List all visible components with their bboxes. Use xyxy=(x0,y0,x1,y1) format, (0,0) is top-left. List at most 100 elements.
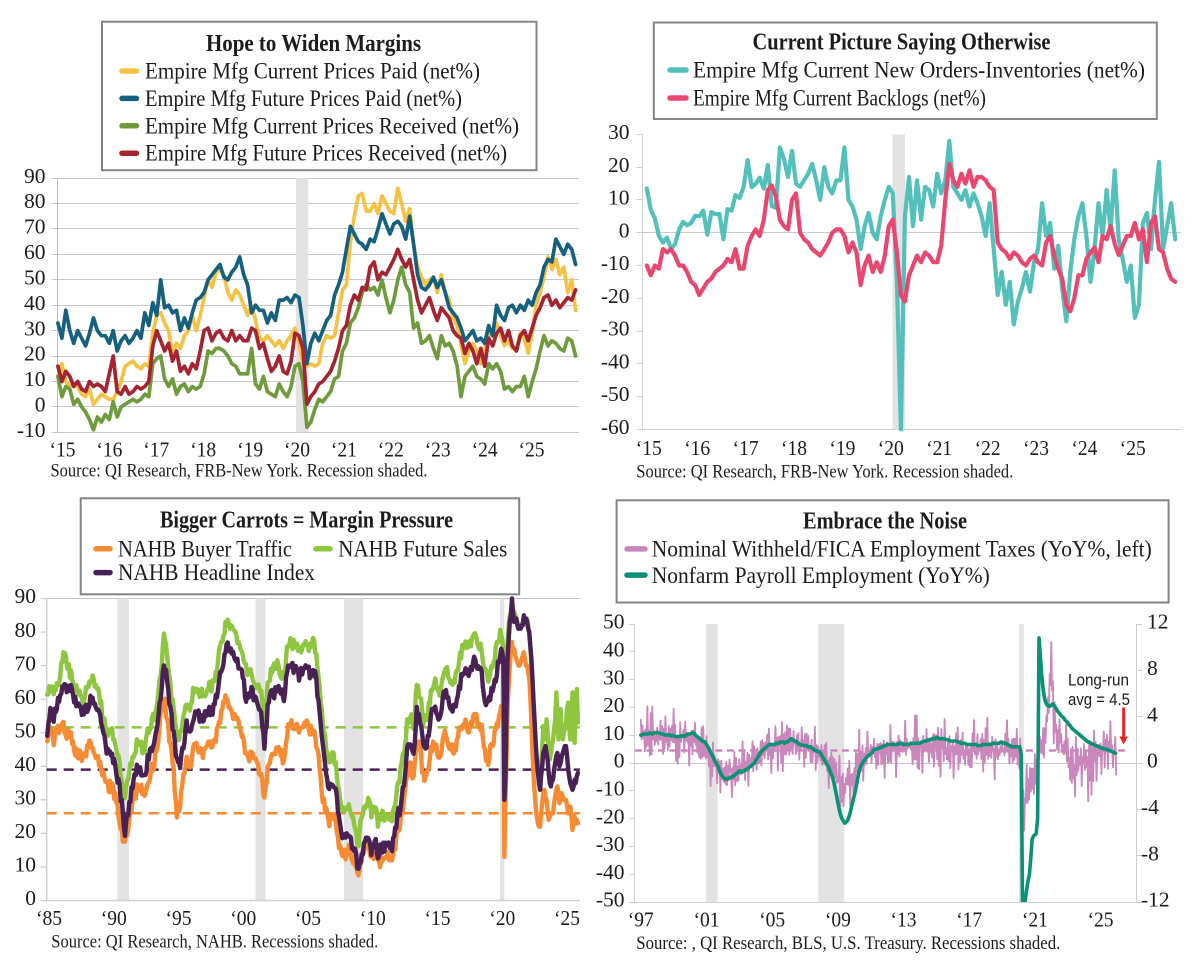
svg-text:‘16: ‘16 xyxy=(684,436,710,460)
svg-text:70: 70 xyxy=(24,215,46,239)
svg-text:‘21: ‘21 xyxy=(1022,907,1048,931)
svg-text:Current Picture Saying Otherwi: Current Picture Saying Otherwise xyxy=(753,30,1051,56)
svg-text:50: 50 xyxy=(603,610,625,634)
svg-text:30: 30 xyxy=(608,120,630,144)
svg-text:Nominal Withheld/FICA Employme: Nominal Withheld/FICA Employment Taxes (… xyxy=(652,537,1152,562)
svg-text:4: 4 xyxy=(1147,702,1158,726)
svg-text:‘97: ‘97 xyxy=(628,907,654,931)
svg-text:10: 10 xyxy=(15,853,37,877)
svg-text:‘20: ‘20 xyxy=(878,436,904,460)
svg-text:‘21: ‘21 xyxy=(926,436,952,460)
svg-text:0: 0 xyxy=(614,749,625,773)
svg-text:40: 40 xyxy=(24,291,46,315)
svg-text:Empire Mfg Current Prices Paid: Empire Mfg Current Prices Paid (net%) xyxy=(145,59,480,84)
svg-text:30: 30 xyxy=(24,316,46,340)
svg-text:-20: -20 xyxy=(596,804,625,828)
svg-text:‘18: ‘18 xyxy=(190,437,216,461)
svg-text:‘05: ‘05 xyxy=(759,907,785,931)
svg-text:‘23: ‘23 xyxy=(1023,436,1049,460)
svg-text:Empire Mfg Current New Orders-: Empire Mfg Current New Orders-Inventorie… xyxy=(693,58,1145,83)
svg-text:0: 0 xyxy=(35,393,46,417)
svg-text:10: 10 xyxy=(603,721,625,745)
svg-text:70: 70 xyxy=(15,651,37,675)
svg-text:-20: -20 xyxy=(601,284,630,308)
svg-text:‘25: ‘25 xyxy=(1088,907,1114,931)
svg-text:‘16: ‘16 xyxy=(96,437,122,461)
svg-text:‘09: ‘09 xyxy=(825,907,851,931)
svg-text:10: 10 xyxy=(24,367,46,391)
svg-text:Empire Mfg Future Prices Recei: Empire Mfg Future Prices Received (net%) xyxy=(145,141,507,166)
svg-text:40: 40 xyxy=(15,752,37,776)
svg-text:-8: -8 xyxy=(1141,841,1159,865)
svg-text:Empire Mfg Current Backlogs (n: Empire Mfg Current Backlogs (net%) xyxy=(693,86,986,111)
svg-text:‘20: ‘20 xyxy=(284,437,310,461)
svg-text:-60: -60 xyxy=(601,415,630,439)
svg-text:‘17: ‘17 xyxy=(733,436,759,460)
svg-text:20: 20 xyxy=(603,693,625,717)
svg-text:‘21: ‘21 xyxy=(331,437,357,461)
svg-text:8: 8 xyxy=(1147,656,1158,680)
svg-text:‘25: ‘25 xyxy=(554,906,580,930)
svg-text:‘15: ‘15 xyxy=(425,906,451,930)
svg-text:20: 20 xyxy=(15,819,37,843)
svg-text:‘00: ‘00 xyxy=(230,906,256,930)
svg-text:-4: -4 xyxy=(1141,795,1159,819)
svg-text:50: 50 xyxy=(15,718,37,742)
svg-text:NAHB Future Sales: NAHB Future Sales xyxy=(338,536,507,561)
svg-text:‘24: ‘24 xyxy=(1071,436,1097,460)
svg-text:Hope to Widen Margins: Hope to Widen Margins xyxy=(206,31,421,57)
svg-text:‘18: ‘18 xyxy=(781,436,807,460)
svg-text:‘10: ‘10 xyxy=(360,906,386,930)
svg-text:60: 60 xyxy=(24,240,46,264)
svg-text:30: 30 xyxy=(15,786,37,810)
svg-text:Source: , QI Research, BLS, U.: Source: , QI Research, BLS, U.S. Treasur… xyxy=(636,933,1060,954)
svg-text:-10: -10 xyxy=(601,251,630,275)
svg-text:0: 0 xyxy=(1147,749,1158,773)
svg-text:Source: QI Research, NAHB. Rec: Source: QI Research, NAHB. Recessions sh… xyxy=(51,932,378,953)
svg-text:-30: -30 xyxy=(596,832,625,856)
svg-text:‘95: ‘95 xyxy=(166,906,192,930)
svg-text:‘22: ‘22 xyxy=(975,436,1001,460)
svg-text:avg = 4.5: avg = 4.5 xyxy=(1068,691,1130,709)
svg-text:20: 20 xyxy=(608,153,630,177)
svg-text:NAHB Buyer Traffic: NAHB Buyer Traffic xyxy=(118,536,292,561)
svg-text:Long-run: Long-run xyxy=(1068,672,1129,690)
svg-text:‘23: ‘23 xyxy=(425,437,451,461)
svg-text:50: 50 xyxy=(24,265,46,289)
svg-text:-12: -12 xyxy=(1141,888,1170,912)
svg-text:-50: -50 xyxy=(601,382,630,406)
svg-text:‘22: ‘22 xyxy=(378,437,404,461)
svg-text:90: 90 xyxy=(24,164,46,188)
svg-text:Source: QI Research, FRB-New Y: Source: QI Research, FRB-New York. Reces… xyxy=(636,462,1013,483)
svg-text:-50: -50 xyxy=(596,888,625,912)
svg-text:Empire Mfg Current Prices Rece: Empire Mfg Current Prices Received (net%… xyxy=(145,113,519,138)
svg-text:‘13: ‘13 xyxy=(891,907,917,931)
svg-text:‘24: ‘24 xyxy=(472,437,498,461)
svg-text:‘85: ‘85 xyxy=(36,906,62,930)
svg-text:12: 12 xyxy=(1147,610,1169,634)
svg-text:‘01: ‘01 xyxy=(693,907,719,931)
svg-text:NAHB Headline Index: NAHB Headline Index xyxy=(118,560,315,585)
svg-text:‘15: ‘15 xyxy=(636,436,662,460)
svg-text:80: 80 xyxy=(24,189,46,213)
svg-text:Bigger Carrots = Margin Pressu: Bigger Carrots = Margin Pressure xyxy=(160,508,453,534)
svg-text:‘15: ‘15 xyxy=(50,437,76,461)
svg-text:‘19: ‘19 xyxy=(237,437,263,461)
svg-text:Source: QI Research, FRB-New Y: Source: QI Research, FRB-New York. Reces… xyxy=(51,460,428,481)
svg-text:-40: -40 xyxy=(601,349,630,373)
svg-text:20: 20 xyxy=(24,342,46,366)
svg-text:‘17: ‘17 xyxy=(143,437,169,461)
svg-text:Nonfarm Payroll Employment (Yo: Nonfarm Payroll Employment (YoY%) xyxy=(652,563,990,588)
svg-text:-10: -10 xyxy=(596,777,625,801)
svg-text:Empire Mfg Future Prices Paid: Empire Mfg Future Prices Paid (net%) xyxy=(145,86,462,111)
svg-text:‘20: ‘20 xyxy=(489,906,515,930)
svg-text:0: 0 xyxy=(25,886,36,910)
svg-text:‘25: ‘25 xyxy=(1120,436,1146,460)
svg-text:-40: -40 xyxy=(596,860,625,884)
svg-text:60: 60 xyxy=(15,685,37,709)
svg-text:Embrace the Noise: Embrace the Noise xyxy=(803,508,967,534)
svg-text:‘19: ‘19 xyxy=(829,436,855,460)
svg-text:30: 30 xyxy=(603,665,625,689)
svg-text:0: 0 xyxy=(619,218,630,242)
svg-text:-30: -30 xyxy=(601,317,630,341)
